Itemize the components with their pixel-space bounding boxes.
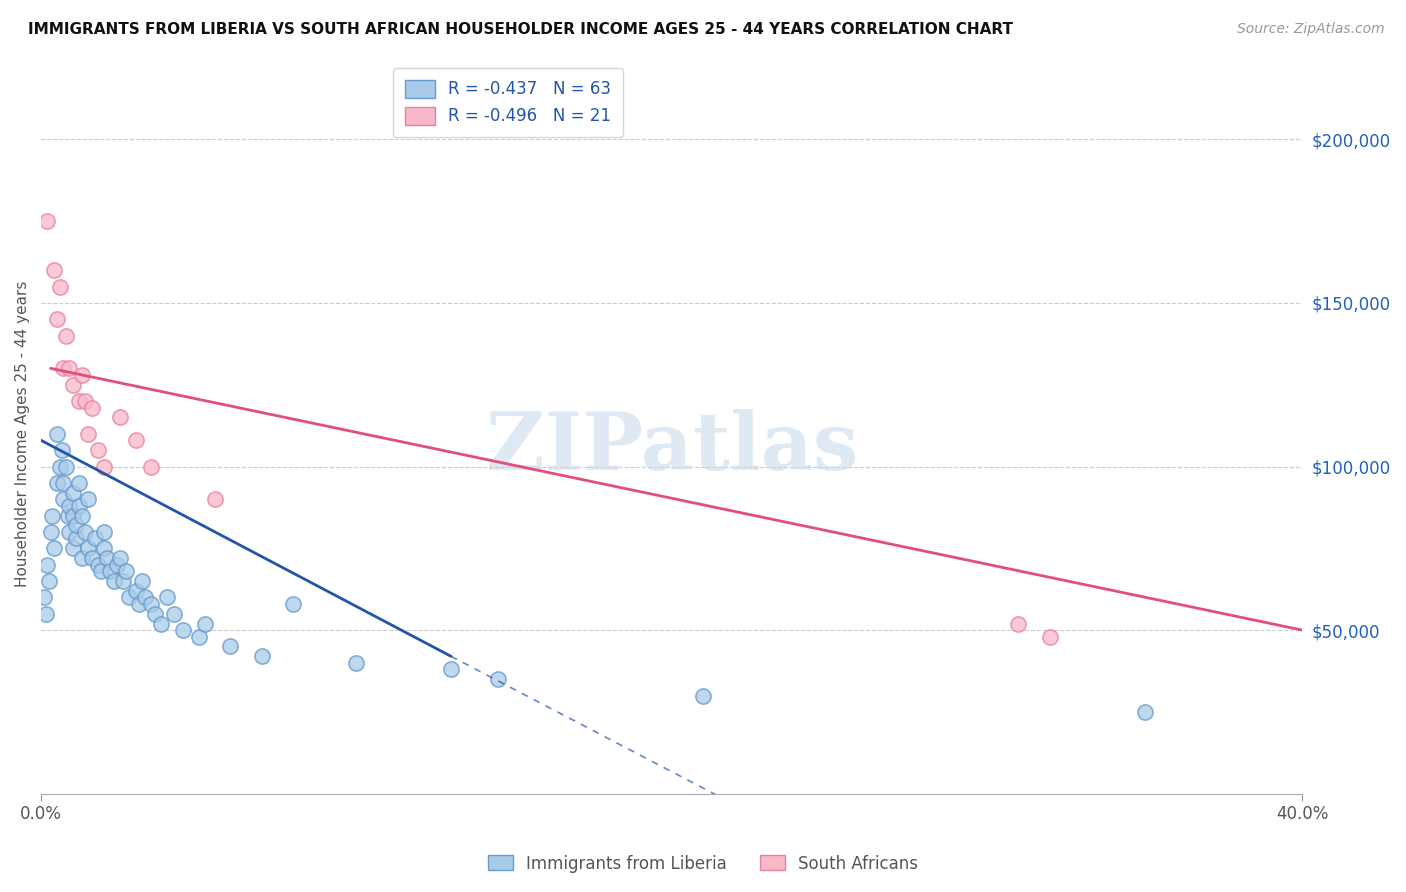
Point bbox=[128, 597, 150, 611]
Legend: R = -0.437   N = 63, R = -0.496   N = 21: R = -0.437 N = 63, R = -0.496 N = 21 bbox=[392, 68, 623, 136]
Text: Source: ZipAtlas.com: Source: ZipAtlas.com bbox=[1237, 22, 1385, 37]
Point bbox=[77, 492, 100, 507]
Point bbox=[42, 541, 65, 556]
Point bbox=[52, 492, 75, 507]
Point bbox=[45, 475, 67, 490]
Point bbox=[93, 541, 115, 556]
Point bbox=[344, 656, 367, 670]
Point bbox=[45, 312, 67, 326]
Point bbox=[55, 328, 77, 343]
Point bbox=[96, 551, 118, 566]
Point bbox=[67, 394, 90, 409]
Point bbox=[250, 649, 273, 664]
Point bbox=[87, 558, 110, 572]
Point bbox=[486, 672, 509, 686]
Point bbox=[37, 214, 59, 228]
Point bbox=[75, 524, 97, 539]
Point bbox=[90, 564, 112, 578]
Point bbox=[42, 263, 65, 277]
Point bbox=[156, 591, 179, 605]
Point bbox=[93, 524, 115, 539]
Point bbox=[58, 524, 80, 539]
Point bbox=[65, 532, 87, 546]
Point bbox=[131, 574, 153, 588]
Point bbox=[204, 492, 226, 507]
Point bbox=[49, 279, 72, 293]
Point bbox=[62, 508, 84, 523]
Point bbox=[103, 574, 125, 588]
Point bbox=[440, 662, 463, 676]
Point bbox=[1007, 616, 1029, 631]
Point bbox=[1133, 705, 1156, 719]
Point bbox=[87, 443, 110, 458]
Point bbox=[67, 499, 90, 513]
Point bbox=[75, 394, 97, 409]
Point bbox=[93, 459, 115, 474]
Point bbox=[55, 459, 77, 474]
Point bbox=[52, 361, 75, 376]
Point bbox=[32, 591, 55, 605]
Point bbox=[38, 574, 60, 588]
Point bbox=[35, 607, 58, 621]
Point bbox=[143, 607, 166, 621]
Point bbox=[56, 508, 79, 523]
Text: ZIPatlas: ZIPatlas bbox=[485, 409, 858, 487]
Point bbox=[125, 583, 148, 598]
Point bbox=[115, 564, 138, 578]
Point bbox=[37, 558, 59, 572]
Point bbox=[692, 689, 714, 703]
Point bbox=[100, 564, 122, 578]
Point bbox=[108, 551, 131, 566]
Point bbox=[62, 485, 84, 500]
Point bbox=[39, 524, 62, 539]
Point bbox=[58, 361, 80, 376]
Point bbox=[80, 551, 103, 566]
Point bbox=[187, 630, 209, 644]
Point bbox=[58, 499, 80, 513]
Point bbox=[51, 443, 73, 458]
Legend: Immigrants from Liberia, South Africans: Immigrants from Liberia, South Africans bbox=[481, 848, 925, 880]
Point bbox=[62, 541, 84, 556]
Y-axis label: Householder Income Ages 25 - 44 years: Householder Income Ages 25 - 44 years bbox=[15, 281, 30, 587]
Point bbox=[112, 574, 135, 588]
Text: IMMIGRANTS FROM LIBERIA VS SOUTH AFRICAN HOUSEHOLDER INCOME AGES 25 - 44 YEARS C: IMMIGRANTS FROM LIBERIA VS SOUTH AFRICAN… bbox=[28, 22, 1014, 37]
Point bbox=[219, 640, 242, 654]
Point bbox=[125, 434, 148, 448]
Point bbox=[283, 597, 305, 611]
Point bbox=[77, 541, 100, 556]
Point bbox=[162, 607, 184, 621]
Point bbox=[141, 459, 163, 474]
Point bbox=[141, 597, 163, 611]
Point bbox=[41, 508, 63, 523]
Point bbox=[1039, 630, 1062, 644]
Point bbox=[67, 475, 90, 490]
Point bbox=[45, 426, 67, 441]
Point bbox=[83, 532, 105, 546]
Point bbox=[52, 475, 75, 490]
Point bbox=[105, 558, 128, 572]
Point bbox=[77, 426, 100, 441]
Point bbox=[118, 591, 141, 605]
Point bbox=[80, 401, 103, 415]
Point bbox=[49, 459, 72, 474]
Point bbox=[108, 410, 131, 425]
Point bbox=[134, 591, 156, 605]
Point bbox=[172, 623, 194, 637]
Point bbox=[70, 551, 93, 566]
Point bbox=[62, 377, 84, 392]
Point bbox=[194, 616, 217, 631]
Point bbox=[149, 616, 172, 631]
Point bbox=[70, 368, 93, 382]
Point bbox=[70, 508, 93, 523]
Point bbox=[65, 518, 87, 533]
